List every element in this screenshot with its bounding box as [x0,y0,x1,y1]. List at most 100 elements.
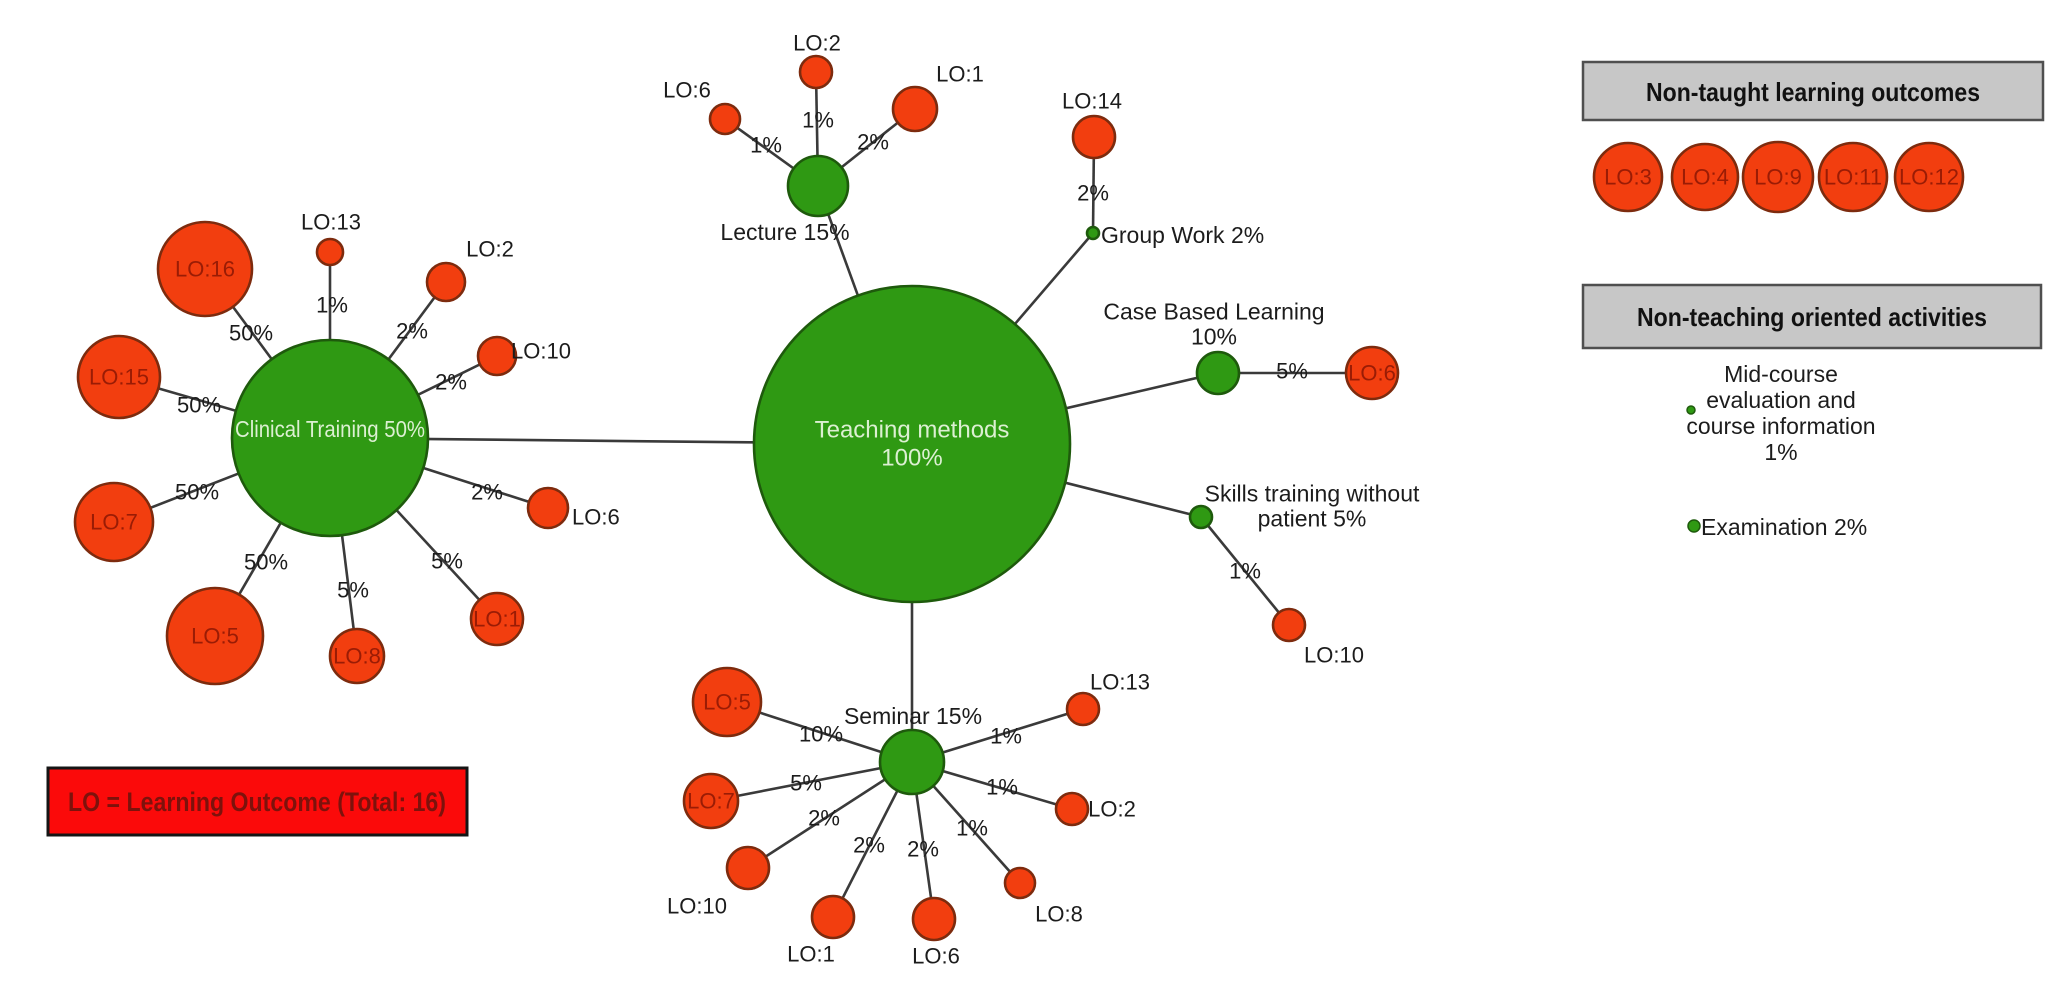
node-nontaught-lo11 [1817,141,1889,213]
legend: LO = Learning Outcome (Total: 16) [46,766,469,837]
midcourse-label: 1% [1764,439,1797,465]
node-skills [1188,504,1214,530]
label-sem-lo13: LO:13 [1090,670,1150,695]
pct-label-seminar-lo5: 10% [799,722,843,747]
non-teaching-title: Non-teaching oriented activities [1637,302,1987,332]
label-nontaught-lo12: LO:12 [1899,165,1959,190]
label-cl-lo15: LO:15 [89,365,149,390]
pct-label-seminar-lo2: 1% [986,775,1018,800]
pct-label-seminar-lo10: 2% [808,806,840,831]
label-cbl: 10% [1191,324,1237,350]
label-teaching: Teaching methods [815,417,1010,444]
node-teaching [752,284,1072,604]
node-cl-lo2 [425,261,467,303]
pct-label-lecture-lo1: 2% [857,130,889,155]
pct-label-groupwork-lo14: 2% [1077,181,1109,206]
pct-label-seminar-lo7: 5% [790,771,822,796]
label-cbl-lo6: LO:6 [1348,361,1396,386]
label-sem-lo8: LO:8 [1035,902,1083,927]
label-cl-lo1: LO:1 [473,607,521,632]
midcourse-label: evaluation and [1706,387,1856,413]
node-sem-lo2 [1054,791,1090,827]
label-nontaught-lo11: LO:11 [1824,165,1882,190]
label-sem-lo1: LO:1 [787,942,835,967]
pct-label-lecture-lo6: 1% [750,133,782,158]
pct-label-seminar-lo6: 2% [907,837,939,862]
node-seminar [878,728,946,796]
label-sem-lo6: LO:6 [912,944,960,969]
label-cl-lo16: LO:16 [175,257,235,282]
pct-label-clinical-lo2: 2% [396,319,428,344]
node-sem-lo13 [1065,691,1101,727]
edge-skills-lo10 [1199,516,1291,626]
node-cbl-lo6 [1344,345,1400,401]
node-sem-lo6 [911,896,957,942]
label-groupwork: Group Work 2% [1101,222,1264,248]
node-sem-lo10 [725,845,771,891]
label-nontaught-lo4: LO:4 [1681,165,1729,190]
node-cl-lo6 [526,486,570,530]
node-cl-lo15 [76,334,162,420]
label-lec-lo1: LO:1 [936,62,984,87]
non-taught-panel: Non-taught learning outcomes [1581,60,2045,214]
node-sem-lo5 [691,666,763,738]
node-clinical [230,338,430,538]
pct-label-clinical-lo5: 50% [244,550,288,575]
label-seminar: Seminar 15% [844,703,982,729]
node-lec-lo6 [708,102,742,136]
non-taught-title: Non-taught learning outcomes [1646,77,1980,107]
node-cl-lo1 [469,591,525,647]
pct-label-seminar-lo8: 1% [956,816,988,841]
node-nontaught-lo4 [1670,142,1740,212]
node-cl-lo7 [73,481,155,563]
node-cl-lo16 [156,220,254,318]
legend-box [46,766,469,837]
label-lec-lo2: LO:2 [793,31,841,56]
label-sem-lo2: LO:2 [1088,797,1136,822]
pct-label-clinical-lo13: 1% [316,293,348,318]
pct-label-skills-lo10: 1% [1229,559,1261,584]
label-nontaught-lo3: LO:3 [1604,165,1652,190]
legend-text: LO = Learning Outcome (Total: 16) [68,787,446,817]
node-cl-lo13 [315,237,345,267]
label-lecture: Lecture 15% [720,219,849,245]
nodes-layer [73,54,1400,942]
node-cl-lo5 [165,586,265,686]
pct-label-clinical-lo6: 2% [471,480,503,505]
non-taught-header-box [1581,60,2045,122]
label-cl-lo2: LO:2 [466,237,514,262]
label-nontaught-lo9: LO:9 [1754,165,1802,190]
label-cl-lo10: LO:10 [511,339,571,364]
examination-label: Examination 2% [1701,514,1867,540]
label-cl-lo6: LO:6 [572,505,620,530]
pct-label-cbl-lo6: 5% [1276,359,1308,384]
label-cl-lo5: LO:5 [191,624,239,649]
pct-label-clinical-lo15: 50% [177,393,221,418]
edge-seminar-lo7 [710,760,913,803]
node-nontaught-lo12 [1893,141,1965,213]
label-cl-lo8: LO:8 [333,644,381,669]
label-lec-lo6: LO:6 [663,78,711,103]
non-teaching-header-box [1581,283,2043,350]
label-sem-lo7: LO:7 [687,789,735,814]
node-lec-lo1 [891,85,939,133]
pct-label-clinical-lo7: 50% [175,480,219,505]
pct-label-clinical-lo1: 5% [431,549,463,574]
node-sk-lo10 [1271,607,1307,643]
non-taught-circles [1592,140,1965,214]
label-sem-lo5: LO:5 [703,690,751,715]
node-lecture [786,154,850,218]
label-sk-lo10: LO:10 [1304,643,1364,668]
node-lec-lo2 [798,54,834,90]
pct-label-lecture-lo2: 1% [802,108,834,133]
node-nontaught-lo3 [1592,141,1664,213]
node-groupwork [1085,225,1101,241]
label-teaching: 100% [881,445,942,472]
pct-label-seminar-lo13: 1% [990,724,1022,749]
examination-dot [1687,519,1701,533]
node-gw-lo14 [1071,114,1117,160]
node-sem-lo1 [810,894,856,940]
